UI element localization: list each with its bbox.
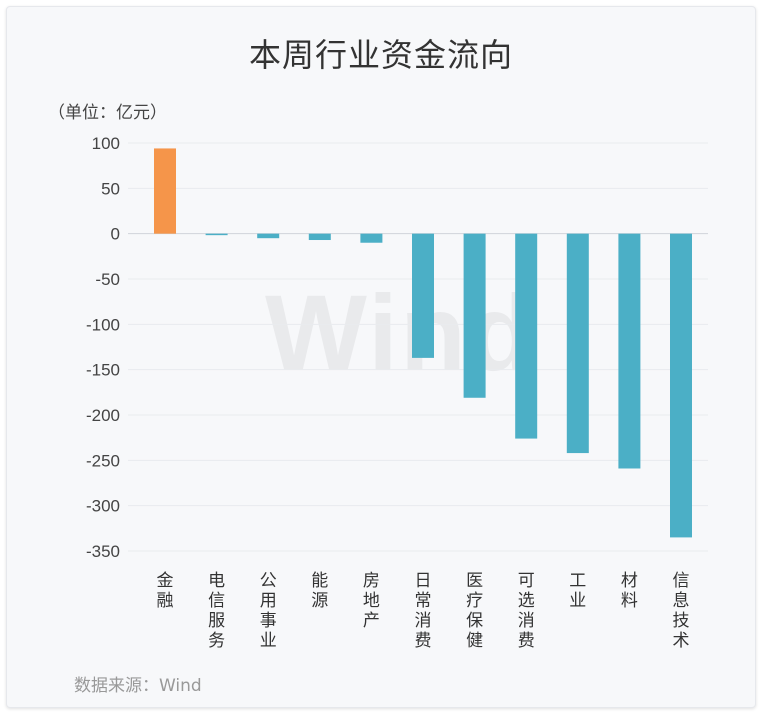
bar-7 bbox=[515, 233, 538, 439]
bar-5 bbox=[412, 233, 434, 358]
unit-label: （单位：亿元） bbox=[48, 103, 167, 123]
bar-1 bbox=[205, 233, 228, 236]
x-category-label: 能源 bbox=[311, 571, 328, 611]
x-category-label: 材料 bbox=[621, 571, 638, 611]
x-category-label: 金融 bbox=[157, 571, 174, 611]
wind-watermark: Wind bbox=[265, 272, 536, 393]
bar-4 bbox=[360, 233, 383, 243]
y-tick-label: 50 bbox=[101, 179, 120, 198]
y-tick-label: -150 bbox=[86, 361, 120, 380]
y-tick-label: -350 bbox=[86, 542, 120, 561]
bar-10 bbox=[670, 233, 692, 538]
bar-0 bbox=[154, 148, 176, 234]
y-tick-label: -250 bbox=[86, 451, 120, 470]
y-tick-label: -300 bbox=[86, 497, 120, 516]
bar-9 bbox=[618, 233, 641, 469]
x-category-label: 信息技术 bbox=[673, 571, 690, 651]
y-tick-label: 100 bbox=[92, 134, 120, 153]
bar-2 bbox=[257, 233, 280, 239]
y-tick-label: 0 bbox=[111, 225, 120, 244]
bar-8 bbox=[566, 233, 589, 454]
data-source: 数据来源：Wind bbox=[74, 676, 202, 696]
y-tick-label: -100 bbox=[86, 315, 120, 334]
x-category-label: 可选消费 bbox=[518, 571, 535, 651]
bar-3 bbox=[308, 233, 331, 241]
y-tick-label: -50 bbox=[95, 270, 120, 289]
chart-title: 本周行业资金流向 bbox=[248, 36, 513, 74]
x-category-label: 公用事业 bbox=[260, 571, 277, 651]
y-tick-label: -200 bbox=[86, 406, 120, 425]
x-category-label: 日常消费 bbox=[415, 571, 432, 651]
x-category-label: 医疗保健 bbox=[466, 571, 483, 651]
x-category-label: 电信服务 bbox=[208, 571, 225, 651]
x-category-label: 房地产 bbox=[363, 571, 380, 631]
bar-6 bbox=[463, 233, 486, 398]
x-category-label: 工业 bbox=[569, 571, 586, 611]
